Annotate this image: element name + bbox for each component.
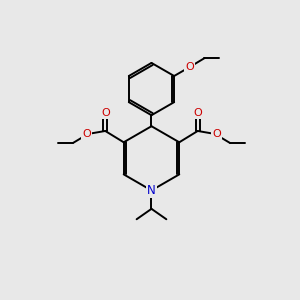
Text: O: O: [101, 108, 110, 118]
Text: O: O: [193, 108, 202, 118]
Text: O: O: [212, 129, 221, 139]
Text: O: O: [82, 129, 91, 139]
Text: O: O: [185, 62, 194, 72]
Text: N: N: [147, 184, 156, 197]
